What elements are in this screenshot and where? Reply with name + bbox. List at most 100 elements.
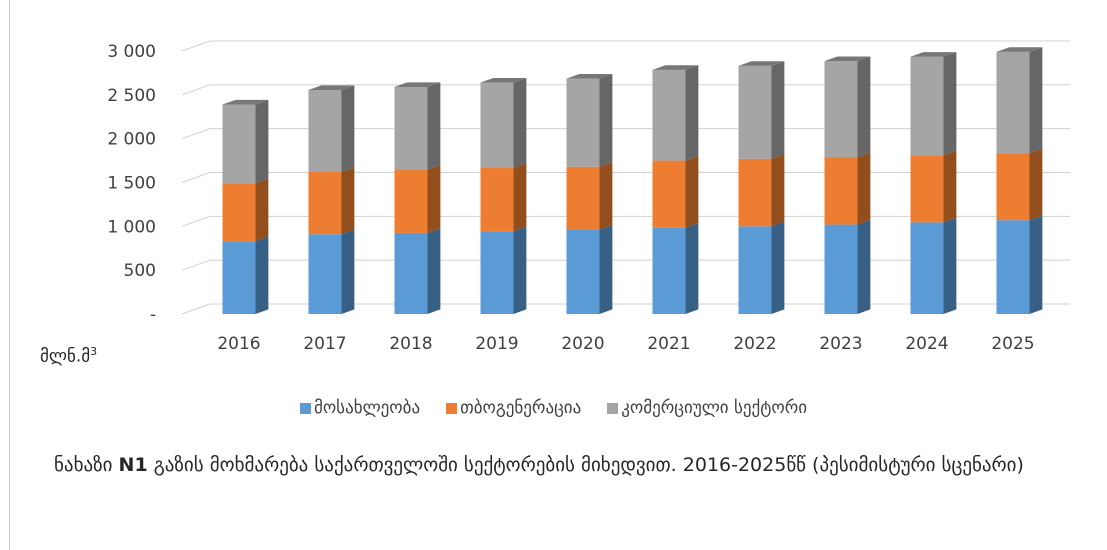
bar-top: [480, 77, 527, 83]
bar-segment-side: [771, 221, 785, 314]
bar-segment-side: [771, 154, 785, 227]
bar-segment-front: [480, 168, 514, 232]
bar-segment-side: [771, 61, 785, 159]
x-tick-label: 2017: [303, 334, 346, 354]
bar-segment-side: [857, 56, 871, 158]
bar-segment-front: [394, 86, 428, 170]
bar-top: [996, 47, 1043, 52]
gridline-diagonal: [181, 172, 211, 183]
x-tick-label: 2024: [905, 334, 948, 354]
bar-segment-front: [738, 65, 772, 159]
bar-top: [394, 82, 441, 87]
legend-label: კომერციული სექტორი: [621, 398, 808, 418]
caption-text: გაზის მოხმარება საქართველოში სექტორების …: [147, 454, 1024, 476]
caption-number: N1: [118, 454, 148, 476]
bar-segment-side: [943, 150, 957, 223]
bar-segment-front: [566, 78, 600, 167]
bar-segment-front: [480, 231, 514, 314]
bar-top: [652, 65, 699, 70]
bar-segment-front: [910, 56, 944, 156]
bar-segment-side: [1029, 215, 1043, 314]
bar-segment-side: [943, 217, 957, 314]
bar-segment-front: [566, 229, 600, 314]
legend-swatch: [446, 402, 458, 414]
bar-segment-front: [566, 166, 600, 230]
x-tick-label: 2023: [819, 334, 862, 354]
bar-top: [910, 52, 957, 57]
legend-item: მოსახლეობა: [299, 398, 420, 418]
bar-segment-front: [910, 155, 944, 223]
legend-swatch: [607, 402, 619, 414]
bar-segment-side: [255, 236, 269, 314]
bar-segment-side: [1029, 148, 1043, 221]
bar-segment-front: [824, 224, 858, 314]
bar-top: [566, 74, 613, 79]
bar-segment-side: [1029, 47, 1043, 154]
bar-segment-side: [685, 155, 699, 228]
bar-segment-side: [341, 167, 355, 235]
bar-segment-front: [738, 158, 772, 227]
bar-segment-front: [824, 61, 858, 158]
x-tick-label: 2020: [561, 334, 604, 354]
y-tick-label: 500: [124, 261, 156, 281]
bar-segment-side: [599, 74, 613, 167]
bar-segment-front: [652, 160, 686, 228]
bar-segment-side: [599, 162, 613, 230]
bar-segment-side: [255, 178, 269, 242]
bar-segment-side: [599, 224, 613, 314]
x-tick-label: 2016: [217, 334, 260, 354]
bar-segment-side: [255, 99, 269, 184]
bar-segment-side: [685, 65, 699, 161]
gridline-diagonal: [181, 128, 211, 140]
gridline-diagonal: [181, 84, 211, 96]
bar-segment-front: [652, 227, 686, 314]
bar-segment-front: [308, 90, 342, 172]
bar-segment-side: [341, 229, 355, 314]
bar-segment-front: [738, 226, 772, 314]
bar-segment-front: [996, 51, 1030, 154]
bar-segment-side: [513, 77, 527, 169]
x-tick-label: 2019: [475, 334, 518, 354]
x-tick-label: 2018: [389, 334, 432, 354]
bar-top: [738, 61, 785, 66]
y-tick-label: 1 500: [107, 174, 156, 194]
y-tick-label: 3 000: [107, 42, 156, 62]
figure-caption: ნახაზი N1 გაზის მოხმარება საქართველოში ს…: [54, 450, 1094, 480]
bar-top: [308, 85, 355, 91]
y-axis-ticks: - 500 1 000 1 500 2 000 2 500 3 000: [107, 42, 156, 325]
x-tick-label: 2021: [647, 334, 690, 354]
legend-item: კომერციული სექტორი: [607, 398, 807, 418]
bar-segment-side: [341, 85, 355, 172]
bar-segment-front: [910, 222, 944, 314]
chart-legend: მოსახლეობა თბოგენერაცია კომერციული სექტორი: [0, 398, 1107, 418]
bar-segment-side: [427, 228, 441, 314]
bar-segment-side: [857, 219, 871, 314]
gridline-diagonal: [181, 259, 211, 271]
bar-segment-front: [996, 220, 1030, 314]
gridline-diagonal: [181, 303, 211, 315]
bar-segment-side: [427, 82, 441, 170]
bar-segment-front: [824, 157, 858, 225]
bar-segment-side: [513, 226, 527, 314]
x-tick-label: 2022: [733, 334, 776, 354]
bars: [222, 47, 1043, 314]
bar-segment-front: [652, 69, 686, 161]
bar-segment-front: [480, 82, 514, 169]
bar-segment-side: [857, 152, 871, 225]
x-axis-ticks: 2016 2017 2018 2019 2020 2021 2022 2023 2024 2025: [217, 334, 1034, 354]
bar-segment-front: [222, 104, 256, 184]
legend-item: თბოგენერაცია: [446, 398, 581, 418]
caption-prefix: ნახაზი: [54, 454, 119, 476]
bar-segment-front: [394, 232, 428, 314]
y-tick-label: 2 500: [107, 86, 156, 106]
gridline-diagonal: [181, 40, 211, 52]
legend-swatch: [299, 402, 311, 414]
bar-segment-side: [513, 163, 527, 232]
bar-segment-front: [222, 241, 256, 314]
bar-segment-side: [427, 164, 441, 233]
gridline-diagonal: [181, 215, 211, 227]
bar-segment-front: [308, 234, 342, 314]
bar-segment-front: [996, 153, 1030, 221]
bar-segment-side: [943, 52, 957, 156]
